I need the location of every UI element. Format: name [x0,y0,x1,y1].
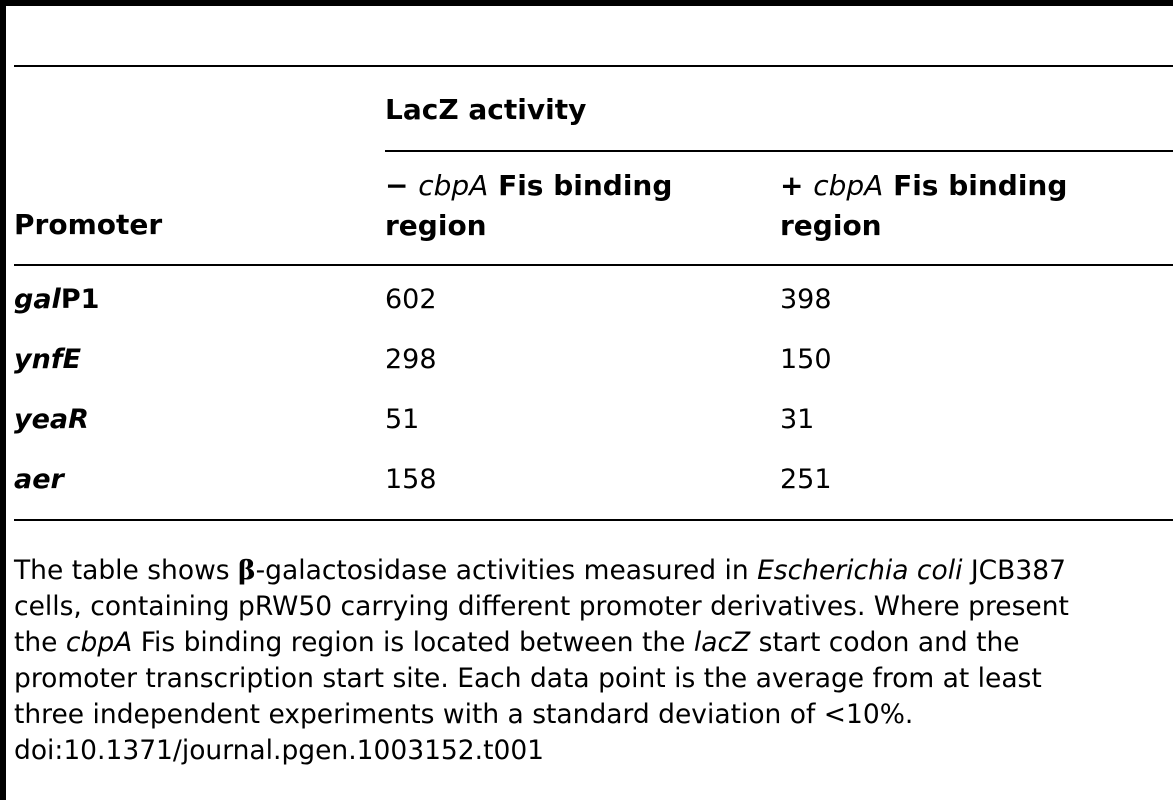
caption-text: -galactosidase activities measured in [255,555,758,586]
rule-header-bottom [14,264,1173,266]
gene-name: lacZ [693,627,751,658]
species-name: Escherichia coli [757,555,963,586]
left-border [0,0,6,800]
caption-text: The table shows [14,555,238,586]
minus-sign: − [385,169,409,202]
gene-name: cbpA [65,627,133,658]
promoter-gene: ynfE [14,344,82,375]
plus-sign: + [780,169,804,202]
plus-value-cell: 150 [780,344,832,375]
plus-line2: region [780,209,882,242]
group-header-lacz-activity: LacZ activity [385,93,587,126]
minus-rest: Fis binding [498,169,673,202]
column-header-plus-cbpa: + cbpA Fis binding region [780,166,1067,246]
caption-text: start codon and the [750,627,1020,658]
caption-text: Fis binding region is located between th… [132,627,694,658]
promoter-cell: aer [14,462,64,497]
caption-text: 10%. [845,699,914,730]
caption-text: the [14,627,66,658]
rule-table-bottom [14,519,1173,521]
promoter-gene: yeaR [14,404,89,435]
plus-value-cell: 251 [780,464,832,495]
plus-gene: cbpA [813,169,884,202]
column-header-promoter: Promoter [14,208,163,241]
rule-group-header [385,150,1173,152]
minus-gene: cbpA [418,169,489,202]
promoter-gene: aer [14,464,64,495]
beta-symbol: β [237,555,256,586]
less-than-symbol: < [823,699,846,730]
caption-line-1: The table shows β-galactosidase activiti… [14,553,1173,589]
minus-value-cell: 51 [385,404,420,435]
minus-value-cell: 602 [385,284,437,315]
caption-line-4: promoter transcription start site. Each … [14,663,1042,694]
caption-line-5: three independent experiments with a sta… [14,697,1173,733]
rule-header-top [14,65,1173,67]
caption-text: JCB387 [962,555,1066,586]
promoter-suffix: P1 [60,284,100,315]
caption-line-2: cells, containing pRW50 carrying differe… [14,591,1069,622]
caption-line-3: the cbpA Fis binding region is located b… [14,625,1173,661]
plus-rest: Fis binding [893,169,1068,202]
promoter-cell: ynfE [14,342,81,377]
promoter-gene: gal [14,284,61,315]
minus-line2: region [385,209,487,242]
top-rule [0,0,1173,6]
caption-text: three independent experiments with a sta… [14,699,824,730]
plus-value-cell: 31 [780,404,815,435]
promoter-cell: yeaR [14,402,89,437]
column-header-minus-cbpa: − cbpA Fis binding region [385,166,672,246]
promoter-cell: galP1 [14,282,99,317]
plus-value-cell: 398 [780,284,832,315]
minus-value-cell: 158 [385,464,437,495]
table-caption: The table shows β-galactosidase activiti… [14,553,1173,769]
doi-link[interactable]: doi:10.1371/journal.pgen.1003152.t001 [14,735,545,766]
minus-value-cell: 298 [385,344,437,375]
